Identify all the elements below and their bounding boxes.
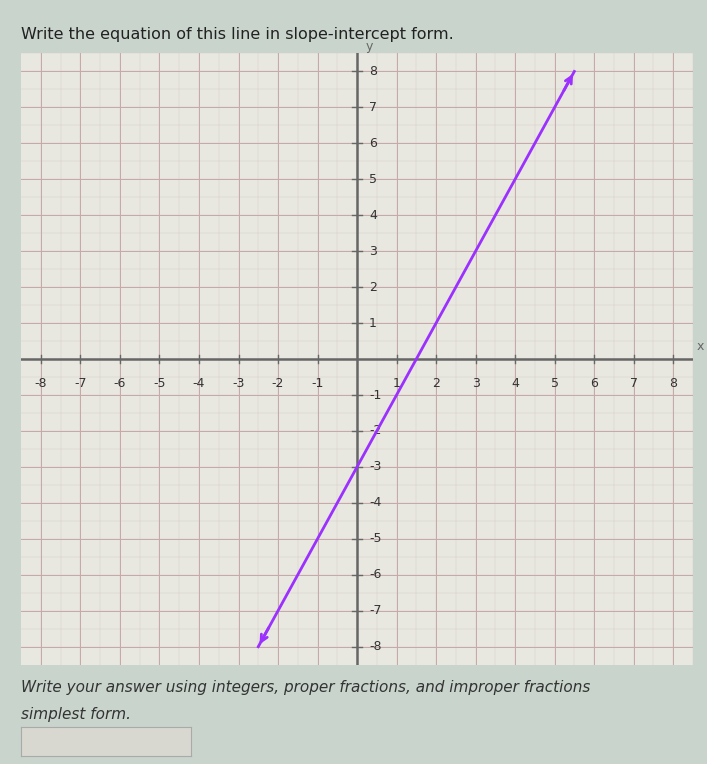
Text: x: x: [697, 340, 704, 353]
Text: 1: 1: [392, 377, 400, 390]
Text: -2: -2: [369, 425, 381, 438]
Text: -8: -8: [35, 377, 47, 390]
Text: 8: 8: [369, 65, 377, 78]
Text: y: y: [366, 40, 373, 53]
Text: -6: -6: [369, 568, 381, 581]
Text: -1: -1: [311, 377, 324, 390]
Text: 4: 4: [511, 377, 519, 390]
Text: 5: 5: [551, 377, 559, 390]
Text: Write your answer using integers, proper fractions, and improper fractions: Write your answer using integers, proper…: [21, 680, 590, 695]
Text: 7: 7: [369, 101, 377, 114]
Text: 2: 2: [369, 280, 377, 293]
Text: -4: -4: [369, 497, 381, 510]
Text: 2: 2: [432, 377, 440, 390]
Text: 3: 3: [369, 244, 377, 257]
Text: 5: 5: [369, 173, 377, 186]
Text: 8: 8: [669, 377, 677, 390]
Text: -4: -4: [193, 377, 205, 390]
Text: -1: -1: [369, 389, 381, 402]
Text: 7: 7: [630, 377, 638, 390]
Text: -7: -7: [369, 604, 381, 617]
Text: -5: -5: [153, 377, 165, 390]
Text: 6: 6: [369, 137, 377, 150]
Text: -3: -3: [369, 461, 381, 474]
Text: -2: -2: [271, 377, 284, 390]
Text: -6: -6: [114, 377, 126, 390]
Text: 4: 4: [369, 209, 377, 222]
Text: -5: -5: [369, 533, 381, 545]
Text: simplest form.: simplest form.: [21, 707, 132, 722]
Text: 3: 3: [472, 377, 479, 390]
Text: 6: 6: [590, 377, 598, 390]
Text: -3: -3: [233, 377, 245, 390]
Text: 1: 1: [369, 316, 377, 329]
Text: Write the equation of this line in slope-intercept form.: Write the equation of this line in slope…: [21, 27, 454, 42]
Text: -8: -8: [369, 640, 381, 653]
Text: -7: -7: [74, 377, 87, 390]
